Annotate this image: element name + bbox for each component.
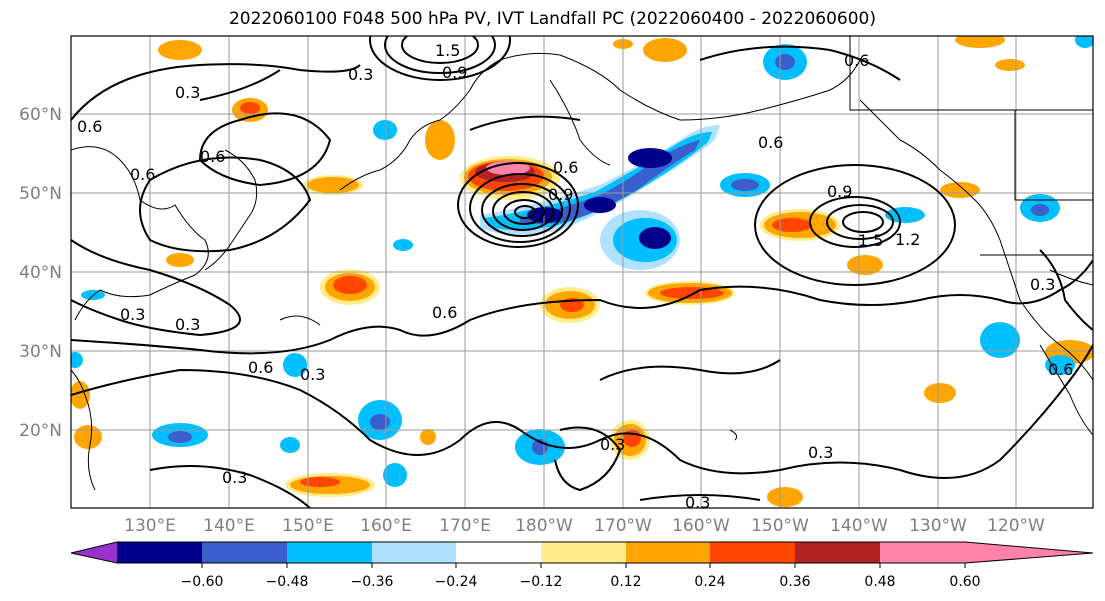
colorbar-segment xyxy=(372,542,456,563)
colorbar-tick-label: 0.12 xyxy=(610,574,641,590)
contour-label: 0.3 xyxy=(348,65,373,84)
lat-label: 50°N xyxy=(19,184,62,204)
lon-label: 140°W xyxy=(830,516,888,536)
shaded-anomalies xyxy=(71,36,1093,507)
colorbar-ticks xyxy=(201,563,966,568)
map-frame xyxy=(70,35,1094,509)
colorbar-segment xyxy=(287,542,372,563)
contour-label: 0.3 xyxy=(685,493,710,512)
contour-label: 0.6 xyxy=(553,158,578,177)
pv-contours xyxy=(71,36,1093,508)
coastlines xyxy=(71,36,1093,491)
colorbar-tick-label: −0.12 xyxy=(520,574,563,590)
colorbar-segment xyxy=(456,542,541,563)
contour-label: 1.2 xyxy=(895,230,920,249)
colorbar-tick-label: −0.60 xyxy=(181,574,224,590)
contour-label: 1.5 xyxy=(435,41,460,60)
contour-label: 1.5 xyxy=(858,231,883,250)
colorbar-segment xyxy=(626,542,710,563)
lon-label: 180°W xyxy=(515,516,573,536)
contour-labels: 0.3 0.9 1.5 0.6 0.3 0.6 0.6 0.9 0.6 0.9 … xyxy=(77,41,1073,512)
lon-label: 150°E xyxy=(282,516,334,536)
contour-label: 0.6 xyxy=(77,117,102,136)
colorbar-tick-label: −0.24 xyxy=(435,574,478,590)
contour-label: 0.9 xyxy=(827,182,852,201)
contour-label: 0.3 xyxy=(808,443,833,462)
colorbar-extend-min xyxy=(71,542,117,563)
contour-label: 0.3 xyxy=(1030,275,1055,294)
contour-label: 0.6 xyxy=(248,358,273,377)
map-title: 2022060100 F048 500 hPa PV, IVT Landfall… xyxy=(228,9,876,29)
contour-label: 0.3 xyxy=(300,365,325,384)
contour-label: 0.9 xyxy=(442,63,467,82)
contour-label: 0.6 xyxy=(130,165,155,184)
lat-label: 30°N xyxy=(19,342,62,362)
lon-label: 160°E xyxy=(360,516,412,536)
lon-label: 150°W xyxy=(751,516,809,536)
contour-label: 0.6 xyxy=(1048,360,1073,379)
colorbar-segment xyxy=(202,542,287,563)
contour-label: 0.3 xyxy=(600,435,625,454)
negative-anomalies xyxy=(71,36,1093,487)
colorbar: −0.60 −0.48 −0.36 −0.24 −0.12 0.12 0.24 … xyxy=(70,541,1094,590)
colorbar-tick-label: 0.60 xyxy=(949,574,980,590)
colorbar-tick-label: 0.48 xyxy=(864,574,895,590)
gridlines xyxy=(71,36,1093,508)
lon-label: 170°W xyxy=(594,516,652,536)
longitude-labels: 130°E 140°E 150°E 160°E 170°E 180°W 170°… xyxy=(124,516,1045,536)
lon-label: 170°E xyxy=(439,516,491,536)
lat-label: 60°N xyxy=(19,105,62,125)
colorbar-tick-label: −0.36 xyxy=(351,574,394,590)
colorbar-tick-label: 0.36 xyxy=(779,574,810,590)
lat-label: 40°N xyxy=(19,263,62,283)
lat-label: 20°N xyxy=(19,421,62,441)
anomaly-dipole-dateline xyxy=(460,125,720,270)
colorbar-segment xyxy=(710,542,795,563)
lon-label: 140°E xyxy=(203,516,255,536)
positive-anomalies xyxy=(71,36,1093,507)
colorbar-tick-label: −0.48 xyxy=(266,574,309,590)
contour-label: 0.3 xyxy=(175,315,200,334)
colorbar-segment xyxy=(880,542,965,563)
contour-label: 0.6 xyxy=(758,133,783,152)
colorbar-tick-label: 0.24 xyxy=(694,574,725,590)
latitude-labels: 60°N 50°N 40°N 30°N 20°N xyxy=(19,105,62,441)
contour-label: 0.6 xyxy=(200,147,225,166)
contour-label: 0.9 xyxy=(548,185,573,204)
contour-label: 0.6 xyxy=(432,303,457,322)
lon-label: 160°W xyxy=(672,516,730,536)
lon-label: 120°W xyxy=(987,516,1045,536)
contour-label: 0.3 xyxy=(175,83,200,102)
colorbar-segment xyxy=(795,542,880,563)
colorbar-segment xyxy=(541,542,626,563)
contour-label: 0.3 xyxy=(222,468,247,487)
colorbar-segment xyxy=(117,542,202,563)
contour-label: 0.3 xyxy=(120,305,145,324)
colorbar-extend-max xyxy=(965,542,1093,563)
colorbar-outline xyxy=(70,541,1094,564)
contour-label: 0.6 xyxy=(844,51,869,70)
lon-label: 130°E xyxy=(124,516,176,536)
lon-label: 130°W xyxy=(909,516,967,536)
